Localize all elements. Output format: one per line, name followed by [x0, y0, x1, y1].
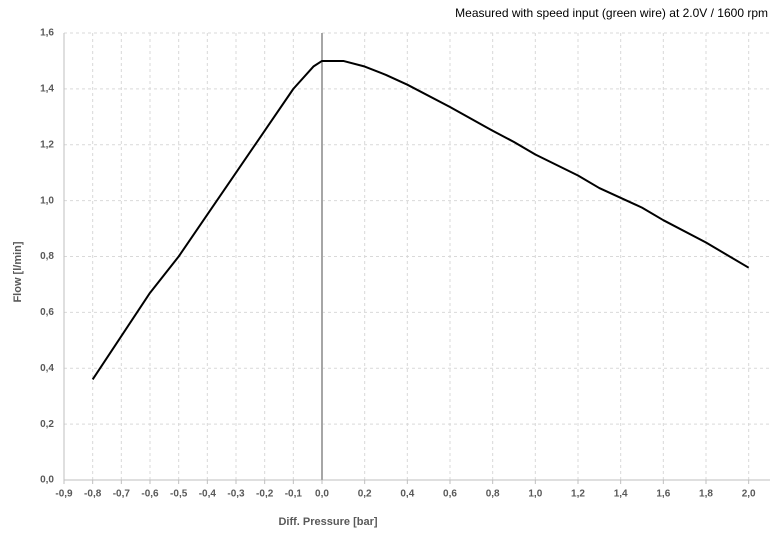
x-tick-label: 1,4 — [614, 489, 628, 500]
data-line — [91, 59, 750, 380]
y-tick-label: 1,4 — [40, 84, 54, 95]
x-axis-label: Diff. Pressure [bar] — [278, 516, 377, 528]
x-tick-label: -0,9 — [55, 489, 73, 500]
x-tick-label: 0,6 — [443, 489, 457, 500]
x-tick-label: 0,8 — [486, 489, 500, 500]
x-tick-label: -0,5 — [170, 489, 188, 500]
y-tick-label: 0,8 — [40, 251, 54, 262]
y-tick-label: 0,4 — [40, 363, 54, 374]
x-tick-label: -0,6 — [141, 489, 159, 500]
y-tick-label: 1,0 — [40, 195, 54, 206]
x-tick-label: -0,7 — [113, 489, 131, 500]
x-tick-label: 0,4 — [400, 489, 414, 500]
x-tick-label: -0,1 — [285, 489, 303, 500]
y-axis-label: Flow [l/min] — [12, 241, 24, 302]
chart-title: Measured with speed input (green wire) a… — [455, 6, 768, 20]
x-tick-label: -0,3 — [227, 489, 245, 500]
y-tick-label: 1,2 — [40, 139, 54, 150]
x-tick-label: 2,0 — [742, 489, 756, 500]
y-tick-label: 0,2 — [40, 419, 54, 430]
x-tick-label: 1,2 — [571, 489, 585, 500]
x-tick-label: -0,4 — [199, 489, 217, 500]
x-tick-label: 1,8 — [699, 489, 713, 500]
x-tick-label: 1,0 — [528, 489, 542, 500]
x-tick-label: -0,8 — [84, 489, 102, 500]
x-tick-label: 0,0 — [315, 489, 329, 500]
y-tick-label: 0,0 — [40, 475, 54, 486]
x-tick-label: -0,2 — [256, 489, 274, 500]
x-tick-label: 0,2 — [358, 489, 372, 500]
x-tick-label: 1,6 — [656, 489, 670, 500]
y-tick-label: 0,6 — [40, 307, 54, 318]
y-tick-label: 1,6 — [40, 28, 54, 39]
